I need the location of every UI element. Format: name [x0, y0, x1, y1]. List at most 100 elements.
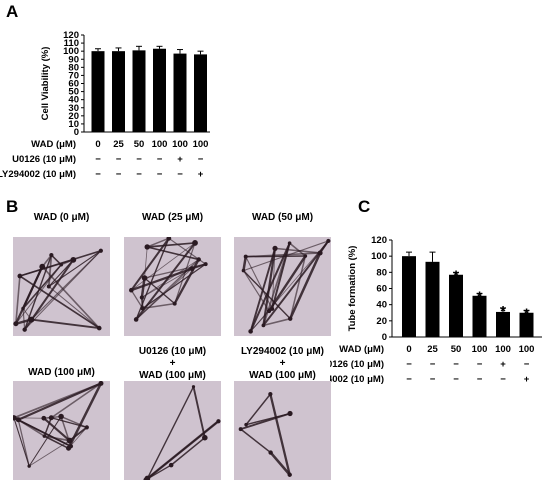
chart-a-bar: [194, 54, 207, 132]
tube-node: [49, 252, 54, 258]
tube-segment: [30, 250, 102, 321]
image-label: WAD (100 μM): [28, 367, 95, 378]
chart-c-significance-mark: *: [500, 303, 506, 320]
tube-segment: [28, 440, 70, 467]
tube-node: [268, 450, 273, 455]
tube-network: [13, 248, 103, 332]
tube-segment: [146, 237, 170, 248]
chart-c-bar: [402, 256, 416, 337]
chart-a-bar: [173, 53, 187, 132]
tube-network: [241, 238, 331, 334]
tube-segment: [48, 250, 102, 288]
tube-segment: [28, 416, 62, 467]
tube-segment: [22, 308, 26, 330]
micrograph-image: [124, 237, 221, 336]
chart-c-bar: [472, 295, 487, 337]
chart-a-bar: [132, 50, 146, 132]
chart-c-y-tick-label: 20: [376, 316, 387, 327]
chart-a-y-tick-label: 50: [68, 87, 79, 98]
chart-c-row-cell: −: [406, 359, 412, 370]
chart-a-y-tick-label: 10: [68, 119, 79, 130]
chart-c-y-tick-label: 80: [376, 267, 387, 278]
tube-node: [66, 445, 72, 451]
tube-segment: [41, 266, 100, 329]
micrograph-image: [13, 237, 110, 336]
chart-a-row-label: WAD (μM): [31, 139, 76, 150]
tube-segment: [262, 247, 277, 327]
tube-node: [84, 425, 89, 430]
image-label: U0126 (10 μM) + WAD (100 μM): [138, 346, 207, 381]
chart-a-row-cell: 50: [134, 139, 145, 150]
chart-c-y-tick-label: 40: [376, 300, 387, 311]
tube-node: [13, 321, 19, 327]
chart-a-y-tick-label: 90: [68, 54, 79, 65]
chart-c-row-cell: −: [430, 374, 436, 385]
tube-segment: [17, 419, 30, 467]
chart-c-row-cell: −: [453, 359, 459, 370]
tube-segment: [14, 265, 44, 325]
chart-a-row-cell: 100: [172, 139, 188, 150]
tube-segment: [135, 237, 170, 321]
tube-segment: [13, 416, 72, 448]
tube-segment: [245, 256, 273, 310]
chart-a-row-cell: −: [136, 154, 142, 165]
chart-c-bar: [519, 312, 534, 337]
tube-node: [41, 415, 47, 421]
tube-node: [28, 316, 35, 323]
chart-c-y-tick-label: 0: [382, 332, 387, 343]
tube-node: [288, 316, 293, 321]
chart-c-row-cell: +: [500, 359, 506, 370]
tube-segment: [42, 417, 71, 442]
chart-c-row-cell: −: [406, 374, 412, 385]
tube-segment: [141, 259, 199, 298]
chart-a-y-tick-label: 40: [68, 95, 79, 106]
tube-segment: [22, 263, 63, 310]
tube-segment: [47, 255, 53, 287]
tube-network: [143, 385, 221, 480]
tube-segment: [146, 242, 196, 248]
chart-a-bar: [91, 51, 105, 132]
tube-node: [58, 413, 64, 420]
tube-segment: [239, 428, 272, 454]
chart-c-y-tick-label: 60: [376, 284, 387, 295]
tube-node: [189, 266, 195, 272]
tube-segment: [43, 416, 62, 419]
tube-segment: [60, 415, 88, 429]
chart-c-y-tick-label: 100: [371, 251, 387, 262]
tube-segment: [242, 269, 291, 320]
tube-segment: [244, 255, 307, 258]
chart-c-y-tick-label: 120: [371, 235, 387, 246]
chart-a-bar: [153, 48, 166, 132]
tube-segment: [170, 436, 206, 466]
tube-segment: [174, 242, 196, 304]
tube-segment: [146, 246, 200, 261]
tube-node: [303, 254, 308, 258]
tube-node: [46, 284, 51, 289]
tube-node: [166, 237, 172, 241]
chart-c: 0 20 40 60 80 100 120 Tube formation (%) * * * * WAD…: [330, 235, 542, 385]
chart-c-row-cell: 100: [472, 344, 488, 355]
chart-a-row-cell: −: [116, 154, 122, 165]
tube-node: [22, 327, 27, 332]
tube-segment: [145, 464, 172, 480]
tube-node: [39, 263, 46, 270]
tube-segment: [141, 268, 193, 298]
chart-c-row-cell: 0: [406, 344, 411, 355]
tube-segment: [43, 435, 70, 450]
tube-segment: [288, 251, 322, 320]
chart-a-row-cell: −: [198, 154, 204, 165]
tube-segment: [15, 275, 21, 324]
image-label: WAD (0 μM): [33, 212, 90, 223]
chart-a-row-cell: −: [95, 154, 101, 165]
micrograph-image: [13, 381, 110, 480]
tube-node: [129, 287, 134, 293]
chart-a-y-tick-label: 110: [64, 38, 79, 49]
tube-node: [172, 301, 177, 306]
chart-c-bar: [496, 311, 510, 337]
tube-segment: [130, 267, 194, 292]
chart-c-y-label: Tube formation (%): [347, 246, 358, 332]
tube-node: [268, 392, 273, 397]
tube-segment: [190, 263, 207, 270]
tube-node: [216, 419, 221, 424]
tube-segment: [242, 270, 270, 312]
